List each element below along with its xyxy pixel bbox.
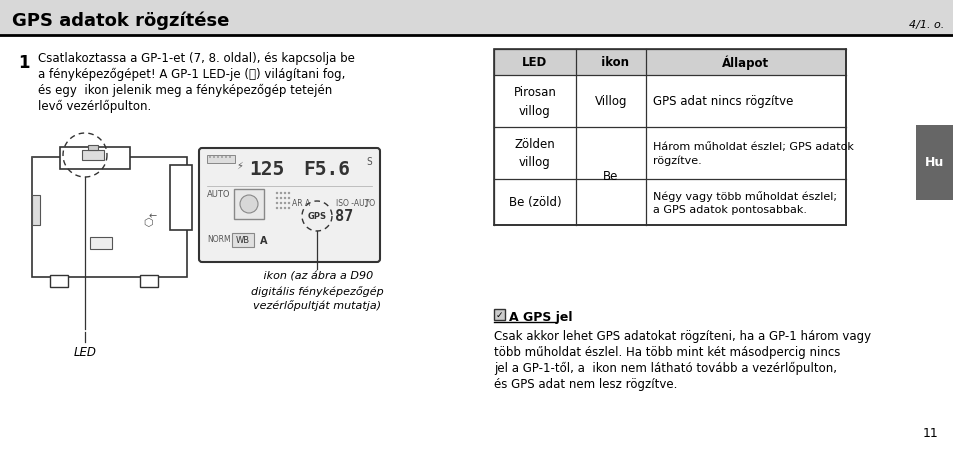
Bar bbox=[32, 196, 40, 226]
Bar bbox=[229, 156, 231, 159]
Text: A GPS jel: A GPS jel bbox=[509, 310, 572, 323]
Circle shape bbox=[275, 207, 278, 210]
Text: Hu: Hu bbox=[924, 156, 943, 169]
Bar bbox=[494, 50, 845, 76]
Text: 11: 11 bbox=[922, 426, 937, 439]
Bar bbox=[213, 156, 214, 159]
Text: Be (zöld): Be (zöld) bbox=[508, 196, 560, 209]
Text: ⚡: ⚡ bbox=[236, 161, 243, 170]
Text: Villog: Villog bbox=[594, 95, 626, 108]
Bar bbox=[82, 151, 104, 161]
Bar bbox=[32, 158, 187, 277]
Bar bbox=[90, 238, 112, 249]
Text: 87: 87 bbox=[335, 209, 353, 224]
Bar bbox=[50, 276, 68, 287]
Bar bbox=[170, 166, 192, 230]
Text: NORM: NORM bbox=[207, 235, 231, 244]
Text: több műholdat észlel. Ha több mint két másodpercig nincs: több műholdat észlel. Ha több mint két m… bbox=[494, 345, 840, 358]
Bar bbox=[88, 146, 98, 151]
Bar bbox=[60, 147, 130, 170]
Text: Csak akkor lehet GPS adatokat rögzíteni, ha a GP-1 három vagy: Csak akkor lehet GPS adatokat rögzíteni,… bbox=[494, 329, 870, 342]
Text: jel a GP-1-től, a  ikon nem látható tovább a vezérlőpulton,: jel a GP-1-től, a ikon nem látható továb… bbox=[494, 361, 836, 374]
Circle shape bbox=[275, 198, 278, 200]
Text: ←: ← bbox=[149, 211, 157, 221]
Circle shape bbox=[288, 193, 290, 195]
Text: AUTO: AUTO bbox=[207, 189, 231, 198]
Text: vezérlőpultját mutatja): vezérlőpultját mutatja) bbox=[253, 299, 380, 310]
Text: a fényképezőgépet! A GP-1 LED-je (ⓞ) világítani fog,: a fényképezőgépet! A GP-1 LED-je (ⓞ) vil… bbox=[38, 68, 345, 81]
Text: ♪: ♪ bbox=[362, 198, 369, 208]
Text: 125: 125 bbox=[249, 160, 284, 179]
Circle shape bbox=[283, 207, 286, 210]
Text: GPS adatok rögzítése: GPS adatok rögzítése bbox=[12, 11, 229, 30]
Bar bbox=[494, 309, 504, 320]
Text: ikon (az ábra a D90: ikon (az ábra a D90 bbox=[260, 272, 374, 281]
Text: Zölden
villog: Zölden villog bbox=[514, 138, 555, 169]
Circle shape bbox=[240, 196, 257, 213]
Bar bbox=[232, 234, 253, 248]
Circle shape bbox=[279, 202, 282, 205]
Bar bbox=[207, 156, 234, 164]
Text: Négy vagy több műholdat észlel;
a GPS adatok pontosabbak.: Négy vagy több műholdat észlel; a GPS ad… bbox=[652, 190, 836, 215]
Text: 4/1. o.: 4/1. o. bbox=[908, 20, 943, 30]
Bar bbox=[233, 189, 264, 220]
Bar bbox=[225, 156, 227, 159]
Text: LED: LED bbox=[73, 345, 96, 358]
Bar bbox=[140, 276, 158, 287]
Text: GPS: GPS bbox=[307, 212, 326, 221]
Circle shape bbox=[279, 193, 282, 195]
Circle shape bbox=[288, 207, 290, 210]
Bar bbox=[209, 156, 211, 159]
Text: A: A bbox=[260, 235, 268, 245]
Circle shape bbox=[283, 198, 286, 200]
Circle shape bbox=[283, 202, 286, 205]
Text: Állapot: Állapot bbox=[721, 55, 769, 70]
Text: levő vezérlőpulton.: levő vezérlőpulton. bbox=[38, 100, 152, 113]
Text: AR A: AR A bbox=[292, 199, 310, 208]
Circle shape bbox=[275, 202, 278, 205]
Text: S: S bbox=[366, 156, 372, 166]
Text: Pirosan
villog: Pirosan villog bbox=[513, 86, 556, 117]
Text: digitális fényképezőgép: digitális fényképezőgép bbox=[251, 285, 383, 296]
Text: Be: Be bbox=[602, 170, 618, 183]
Bar bbox=[0, 0, 953, 36]
Text: F5.6: F5.6 bbox=[303, 160, 350, 179]
Text: ⬡: ⬡ bbox=[143, 217, 152, 227]
Bar bbox=[221, 156, 223, 159]
Text: WB: WB bbox=[235, 236, 250, 245]
Circle shape bbox=[279, 207, 282, 210]
Text: és egy  ikon jelenik meg a fényképezőgép tetején: és egy ikon jelenik meg a fényképezőgép … bbox=[38, 84, 332, 97]
Text: 1: 1 bbox=[18, 54, 30, 72]
Circle shape bbox=[275, 193, 278, 195]
Circle shape bbox=[283, 193, 286, 195]
Bar bbox=[494, 50, 845, 226]
Circle shape bbox=[288, 202, 290, 205]
Bar bbox=[216, 156, 219, 159]
Text: GPS adat nincs rögzítve: GPS adat nincs rögzítve bbox=[652, 95, 793, 108]
Bar bbox=[915, 126, 953, 201]
Text: ikon: ikon bbox=[593, 56, 628, 69]
Text: Csatlakoztassa a GP-1-et (7, 8. oldal), és kapcsolja be: Csatlakoztassa a GP-1-et (7, 8. oldal), … bbox=[38, 52, 355, 65]
Text: ✓: ✓ bbox=[496, 310, 503, 319]
Circle shape bbox=[279, 198, 282, 200]
FancyBboxPatch shape bbox=[199, 149, 379, 262]
Text: Három műholdat észlel; GPS adatok
rögzítve.: Három műholdat észlel; GPS adatok rögzít… bbox=[652, 142, 853, 166]
Circle shape bbox=[288, 198, 290, 200]
Text: LED: LED bbox=[522, 56, 547, 69]
Text: és GPS adat nem lesz rögzítve.: és GPS adat nem lesz rögzítve. bbox=[494, 377, 677, 390]
Text: ISO -AUTO: ISO -AUTO bbox=[335, 199, 375, 208]
